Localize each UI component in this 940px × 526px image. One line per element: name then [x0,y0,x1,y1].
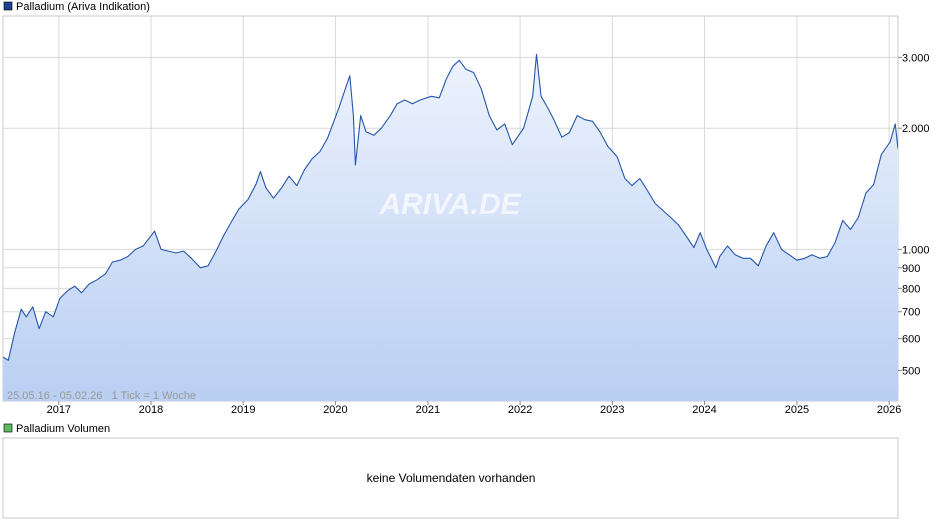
x-tick-label: 2018 [139,404,163,416]
y-tick-label: 600 [902,334,920,346]
no-volume-data-text: keine Volumendaten vorhanden [367,471,536,485]
watermark-text: ARIVA.DE [378,188,521,221]
range-info-text: 25.05.16 - 05.02.26 1 Tick = 1 Woche [7,390,196,402]
y-tick-label: 900 [902,263,920,275]
x-tick-label: 2025 [785,404,809,416]
y-tick-label: 3.000 [902,52,930,64]
y-tick-label: 1.000 [902,244,930,256]
y-tick-label: 700 [902,307,920,319]
x-tick-label: 2023 [600,404,624,416]
volume-plot-area [2,437,899,519]
x-tick-label: 2019 [231,404,255,416]
x-tick-label: 2026 [877,404,901,416]
x-tick-label: 2020 [323,404,347,416]
volume-legend-label: Palladium Volumen [16,423,110,435]
x-tick-label: 2024 [692,404,716,416]
x-tick-label: 2017 [47,404,71,416]
volume-legend-box [3,423,13,433]
y-axis: 3.000 2.000 1.000 900 800 700 600 500 [898,52,930,378]
price-line [3,53,898,361]
y-tick-label: 500 [902,366,920,378]
price-legend-box [3,1,13,11]
price-area-fill [3,54,898,401]
price-legend-label: Palladium (Ariva Indikation) [16,1,150,13]
y-tick-label: 800 [902,283,920,295]
y-tick-label: 2.000 [902,123,930,135]
x-axis: 2017 2018 2019 2020 2021 2022 2023 2024 2025 2026 [47,401,901,416]
x-tick-label: 2021 [416,404,440,416]
x-tick-label: 2022 [508,404,532,416]
